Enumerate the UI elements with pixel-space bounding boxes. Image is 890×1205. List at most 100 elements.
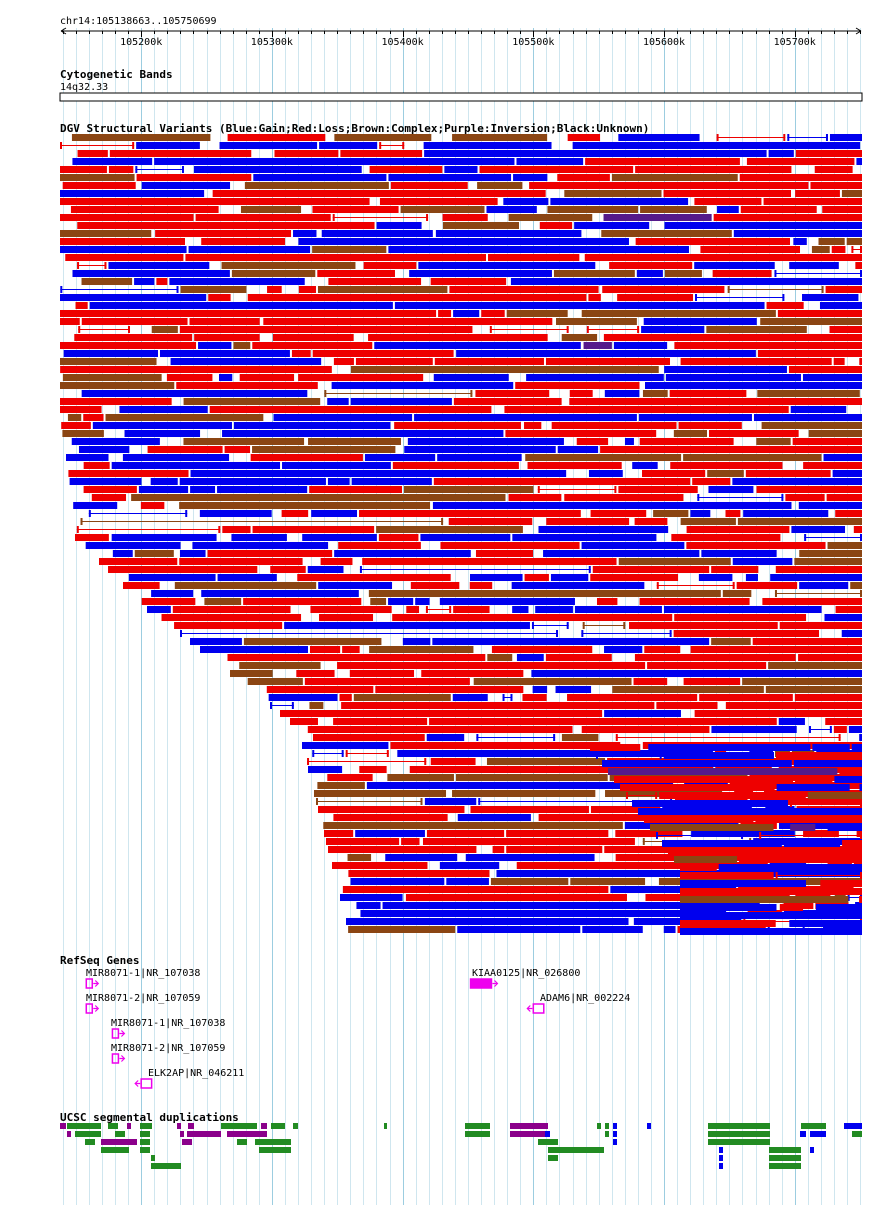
structural-variant-end[interactable] (88, 510, 91, 517)
segmental-duplication[interactable] (140, 1131, 150, 1137)
structural-variant[interactable] (795, 190, 840, 197)
structural-variant[interactable] (639, 598, 750, 605)
structural-variant[interactable] (359, 766, 387, 773)
structural-variant-end[interactable] (787, 134, 790, 141)
structural-variant[interactable] (71, 134, 211, 141)
structural-variant-end[interactable] (426, 214, 429, 221)
structural-variant[interactable] (362, 558, 617, 565)
structural-variant[interactable] (678, 422, 742, 429)
structural-variant[interactable] (567, 134, 601, 141)
structural-variant[interactable] (166, 374, 213, 381)
structural-variant[interactable] (154, 158, 515, 165)
structural-variant[interactable] (141, 182, 231, 189)
structural-variant-end[interactable] (623, 622, 626, 629)
structural-variant[interactable] (72, 158, 153, 165)
structural-variant[interactable] (611, 174, 738, 181)
structural-variant[interactable] (513, 174, 548, 181)
structural-variant[interactable] (512, 606, 529, 613)
structural-variant-end[interactable] (789, 800, 792, 807)
structural-variant[interactable] (60, 230, 152, 237)
structural-variant[interactable] (506, 846, 603, 853)
structural-variant[interactable] (122, 454, 230, 461)
structural-variant[interactable] (670, 462, 783, 469)
structural-variant[interactable] (768, 150, 794, 157)
structural-variant[interactable] (134, 278, 155, 285)
gene-model[interactable] (532, 1003, 545, 1014)
segmental-duplication[interactable] (769, 1163, 801, 1169)
structural-variant[interactable] (394, 422, 521, 429)
structural-variant[interactable] (442, 222, 519, 229)
structural-variant[interactable] (610, 886, 737, 893)
structural-variant[interactable] (192, 542, 329, 549)
structural-variant-end[interactable] (379, 142, 382, 149)
structural-variant[interactable] (349, 670, 415, 677)
segmental-duplication[interactable] (255, 1139, 291, 1145)
structural-variant[interactable] (337, 662, 646, 669)
structural-variant-end[interactable] (716, 134, 719, 141)
structural-variant[interactable] (752, 638, 862, 645)
structural-variant[interactable] (334, 134, 432, 141)
structural-variant[interactable] (350, 398, 452, 405)
structural-variant[interactable] (105, 414, 264, 421)
structural-variant[interactable] (297, 574, 451, 581)
segmental-duplication[interactable] (719, 1147, 723, 1153)
structural-variant[interactable] (240, 206, 302, 213)
structural-variant[interactable] (694, 710, 862, 717)
structural-variant[interactable] (302, 534, 377, 541)
structural-variant-end[interactable] (316, 798, 318, 805)
structural-variant[interactable] (602, 286, 725, 293)
structural-variant[interactable] (823, 454, 862, 461)
structural-variant[interactable] (272, 334, 354, 341)
structural-variant[interactable] (643, 318, 757, 325)
structural-variant[interactable] (364, 454, 436, 461)
structural-variant[interactable] (375, 686, 524, 693)
structural-variant[interactable] (604, 646, 643, 653)
structural-variant[interactable] (802, 294, 859, 301)
structural-variant[interactable] (707, 470, 744, 477)
structural-variant[interactable] (803, 462, 862, 469)
structural-variant[interactable] (642, 390, 668, 397)
structural-variant[interactable] (839, 768, 862, 775)
structural-variant[interactable] (302, 742, 389, 749)
structural-variant[interactable] (516, 862, 768, 869)
structural-variant-end[interactable] (402, 142, 405, 149)
structural-variant[interactable] (634, 518, 668, 525)
structural-variant[interactable] (590, 806, 661, 813)
structural-variant[interactable] (280, 710, 603, 717)
structural-variant[interactable] (388, 174, 512, 181)
structural-variant[interactable] (89, 302, 393, 309)
structural-variant[interactable] (569, 390, 593, 397)
structural-variant[interactable] (195, 214, 331, 221)
structural-variant[interactable] (832, 470, 862, 477)
segmental-duplication[interactable] (719, 1155, 723, 1161)
gene-model[interactable] (85, 1003, 94, 1014)
structural-variant-end[interactable] (588, 566, 591, 573)
structural-variant[interactable] (376, 526, 523, 533)
structural-variant[interactable] (592, 566, 710, 573)
structural-variant[interactable] (588, 294, 601, 301)
structural-variant[interactable] (778, 718, 805, 725)
structural-variant[interactable] (531, 670, 862, 677)
structural-variant[interactable] (604, 710, 681, 717)
structural-variant[interactable] (199, 510, 272, 517)
structural-variant[interactable] (320, 558, 353, 565)
structural-variant[interactable] (217, 574, 277, 581)
structural-variant-end[interactable] (566, 326, 569, 333)
structural-variant[interactable] (385, 854, 458, 861)
structural-variant[interactable] (664, 222, 862, 229)
structural-variant[interactable] (66, 454, 109, 461)
structural-variant[interactable] (638, 808, 862, 815)
structural-variant[interactable] (111, 462, 281, 469)
structural-variant[interactable] (473, 678, 632, 685)
structural-variant[interactable] (318, 806, 465, 813)
structural-variant[interactable] (732, 558, 793, 565)
structural-variant[interactable] (317, 270, 395, 277)
structural-variant-end[interactable] (556, 630, 559, 637)
structural-variant[interactable] (350, 366, 659, 373)
structural-variant[interactable] (639, 438, 734, 445)
structural-variant[interactable] (736, 582, 798, 589)
structural-variant[interactable] (91, 494, 127, 501)
structural-variant[interactable] (180, 286, 247, 293)
structural-variant-end[interactable] (659, 752, 662, 759)
structural-variant[interactable] (273, 414, 413, 421)
